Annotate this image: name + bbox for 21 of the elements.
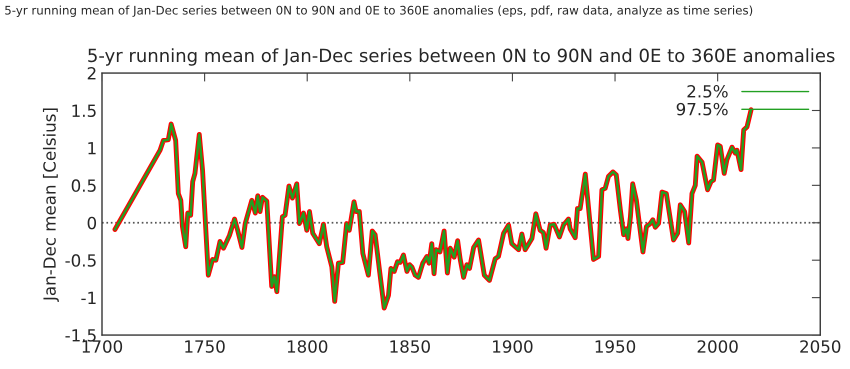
legend-label: 97.5% — [676, 102, 728, 116]
x-tick-label: 2050 — [800, 340, 840, 353]
y-tick-label: 1.5 — [72, 104, 96, 118]
legend-label: 2.5% — [687, 85, 728, 98]
x-tick-label: 1700 — [82, 340, 122, 353]
y-tick-label: 1 — [88, 142, 96, 154]
x-tick-label: 2000 — [698, 340, 738, 353]
x-tick-label: 1900 — [493, 340, 533, 353]
y-tick-label: -1 — [81, 292, 96, 304]
y-tick-label: -1.5 — [65, 329, 96, 342]
y-tick-label: -0.5 — [65, 254, 96, 267]
chart-title: 5-yr running mean of Jan-Dec series between 0N to 90N and 0E to 360E anomalies — [88, 48, 834, 66]
y-tick-label: 0 — [88, 216, 96, 230]
x-tick-label: 1850 — [390, 340, 430, 353]
x-tick-label: 1750 — [185, 340, 225, 353]
y-tick-label: 0.5 — [72, 179, 96, 192]
x-tick-label: 1950 — [596, 340, 636, 353]
y-tick-label: 2 — [88, 67, 96, 80]
x-tick-label: 1800 — [288, 340, 328, 353]
text: 5-yr running mean of Jan-Dec series between 0N to 90N and 0E to 360E anomalies (eps, pdf, raw data, analyze as time series) — [5, 6, 752, 17]
y-axis-title: Jan-Dec mean [Celsius] — [42, 108, 59, 302]
